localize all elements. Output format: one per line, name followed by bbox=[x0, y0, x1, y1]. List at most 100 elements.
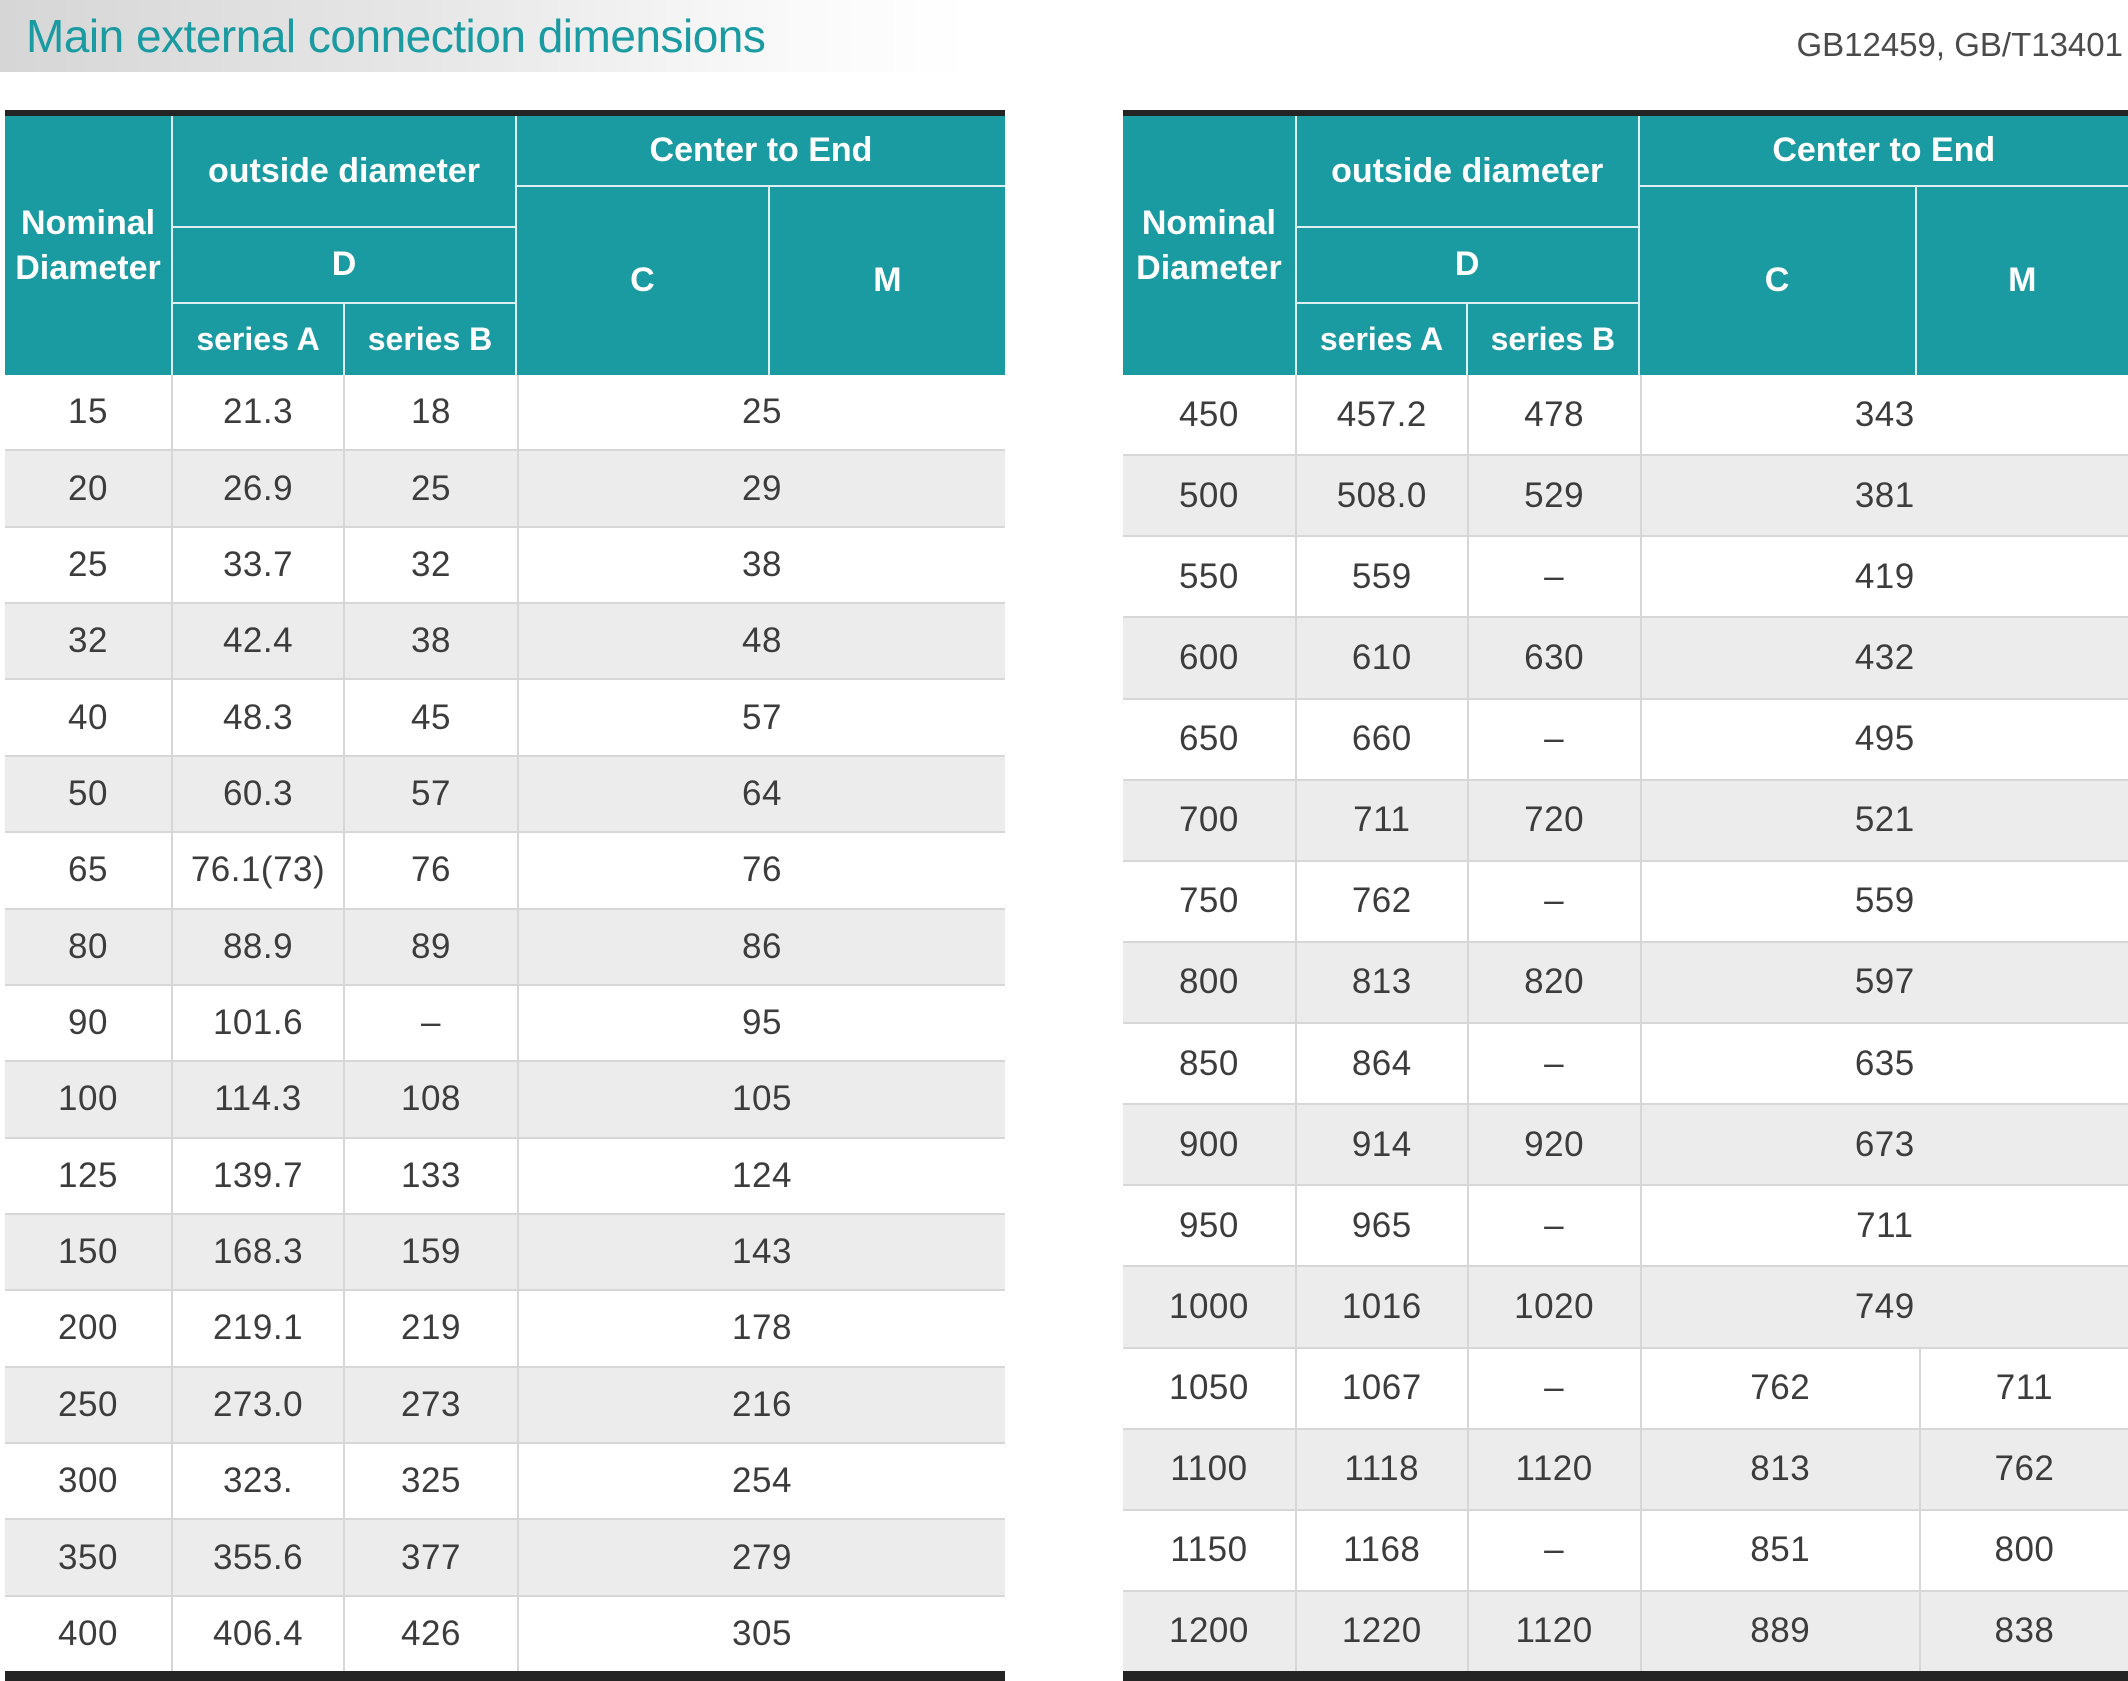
cell-nominal-diameter: 1200 bbox=[1168, 1611, 1249, 1651]
dimensions-table-left: Nominal Diameter outside diameter D seri… bbox=[5, 110, 1005, 1681]
cell-center-to-end: 95 bbox=[517, 985, 1005, 1061]
cell-nominal-diameter: 40 bbox=[68, 697, 108, 737]
table-row: 950 965–711 bbox=[1123, 1184, 2128, 1266]
cell-series-a: 323. bbox=[171, 1444, 343, 1519]
header-series-row: series A series B bbox=[173, 303, 515, 375]
cell-center-to-end: 86 bbox=[517, 909, 1005, 984]
header-m: M bbox=[873, 261, 902, 300]
cell-series-a: 1168 bbox=[1294, 1510, 1467, 1590]
table-row: 125 139.7 133 124 bbox=[5, 1136, 1005, 1213]
cell-center-to-end: 105 bbox=[517, 1062, 1005, 1137]
cell-center-to-end: 432 bbox=[1639, 618, 2128, 698]
cell-series-b: 630 bbox=[1466, 618, 1640, 698]
cell-series-a: 88.9 bbox=[171, 909, 343, 984]
header-series-a: series A bbox=[1297, 303, 1469, 375]
cell-series-b: 325 bbox=[343, 1444, 517, 1519]
cell-series-b: 38 bbox=[343, 604, 517, 679]
dimensions-table-right: Nominal Diameter outside diameter D seri… bbox=[1123, 110, 2128, 1681]
cell-series-b: 159 bbox=[343, 1214, 517, 1290]
cell-series-b: 426 bbox=[343, 1596, 517, 1672]
table-row: 65 76.1(73) 76 76 bbox=[5, 831, 1005, 908]
table-row: 50 60.3 57 64 bbox=[5, 754, 1005, 832]
table-header: Nominal Diameter outside diameter D seri… bbox=[5, 116, 1005, 375]
cell-nominal-diameter: 550 bbox=[1178, 556, 1239, 596]
cell-series-b: 478 bbox=[1466, 375, 1640, 455]
cell-series-b: 529 bbox=[1466, 456, 1640, 536]
cell-nominal-diameter: 750 bbox=[1178, 881, 1239, 921]
table-row: 650 660–495 bbox=[1123, 697, 2128, 779]
cell-series-b: – bbox=[1466, 861, 1640, 941]
table-row: 150 168.3 159 143 bbox=[5, 1212, 1005, 1290]
header-series-row: series A series B bbox=[1297, 303, 1638, 375]
table-body: 15 21.3 18 25 20 26.9 25 29 25 33.7 32 38 32 42.4 38 48… bbox=[5, 375, 1005, 1672]
table-row: 450 457.2 478 343 bbox=[1123, 375, 2128, 455]
table-row: 40 48.3 45 57 bbox=[5, 678, 1005, 755]
header-c: C bbox=[1640, 186, 1917, 375]
cell-center-to-end-m: 711 bbox=[1918, 1348, 2128, 1428]
cell-center-to-end-m: 762 bbox=[1918, 1429, 2128, 1509]
table-row: 80 88.9 89 86 bbox=[5, 907, 1005, 984]
table-row: 1200 1220 1120 889 838 bbox=[1123, 1589, 2128, 1671]
cell-center-to-end-c: 762 bbox=[1639, 1348, 1919, 1428]
cell-nominal-diameter: 700 bbox=[1178, 800, 1239, 840]
cell-series-b: 273 bbox=[343, 1367, 517, 1443]
cell-series-a: 559 bbox=[1294, 537, 1467, 617]
cell-series-a: 26.9 bbox=[171, 451, 343, 526]
cell-series-b: 32 bbox=[343, 527, 517, 603]
cell-nominal-diameter: 800 bbox=[1178, 962, 1239, 1002]
table-header: Nominal Diameter outside diameter D seri… bbox=[1123, 116, 2128, 375]
cell-series-a: 1067 bbox=[1294, 1348, 1467, 1428]
cell-nominal-diameter: 65 bbox=[68, 850, 108, 890]
table-row: 400 406.4 426 305 bbox=[5, 1594, 1005, 1672]
cell-center-to-end: 254 bbox=[517, 1444, 1005, 1519]
cell-series-b: 25 bbox=[343, 451, 517, 526]
cell-center-to-end-m: 800 bbox=[1918, 1510, 2128, 1590]
cell-series-b: 76 bbox=[343, 833, 517, 908]
table-bottom-border bbox=[5, 1671, 1005, 1681]
cell-series-a: 48.3 bbox=[171, 680, 343, 755]
cell-center-to-end: 711 bbox=[1639, 1186, 2128, 1266]
table-row: 900 914 920 673 bbox=[1123, 1103, 2128, 1185]
cell-center-to-end: 143 bbox=[517, 1214, 1005, 1290]
header-series-b: series B bbox=[1490, 320, 1616, 357]
cell-series-a: 965 bbox=[1294, 1186, 1467, 1266]
table-row: 600 610 630 432 bbox=[1123, 616, 2128, 698]
header-nominal-diameter: Nominal Diameter bbox=[5, 116, 173, 375]
cell-series-a: 114.3 bbox=[171, 1062, 343, 1137]
cell-nominal-diameter: 200 bbox=[58, 1308, 118, 1348]
cell-series-a: 406.4 bbox=[171, 1596, 343, 1672]
header-outside-diameter-group: outside diameter D series A series B bbox=[1296, 116, 1640, 375]
cell-series-b: 45 bbox=[343, 680, 517, 755]
cell-series-a: 219.1 bbox=[171, 1291, 343, 1366]
table-row: 700 711 720 521 bbox=[1123, 778, 2128, 860]
cell-series-b: – bbox=[1466, 537, 1640, 617]
cell-series-a: 33.7 bbox=[171, 527, 343, 603]
header-outside-diameter: outside diameter bbox=[173, 116, 515, 229]
page-title: Main external connection dimensions bbox=[26, 10, 766, 62]
cell-series-b: 133 bbox=[343, 1138, 517, 1213]
table-row: 800 813 820 597 bbox=[1123, 940, 2128, 1022]
cell-series-a: 42.4 bbox=[171, 604, 343, 679]
cell-series-a: 914 bbox=[1294, 1105, 1467, 1185]
table-body: 450 457.2 478 343 500 508.0 529 381 550 559–419 60… bbox=[1123, 375, 2128, 1671]
cell-series-a: 1220 bbox=[1294, 1591, 1467, 1671]
cell-nominal-diameter: 950 bbox=[1178, 1205, 1239, 1245]
cell-center-to-end: 76 bbox=[517, 833, 1005, 908]
cell-series-b: – bbox=[343, 985, 517, 1061]
cell-nominal-diameter: 20 bbox=[68, 468, 108, 508]
cell-center-to-end-c: 851 bbox=[1639, 1510, 1919, 1590]
cell-center-to-end: 635 bbox=[1639, 1024, 2128, 1104]
table-row: 350 355.6 377 279 bbox=[5, 1518, 1005, 1595]
table-row: 1000 1016 1020 749 bbox=[1123, 1265, 2128, 1347]
header-c: C bbox=[517, 186, 770, 375]
table-row: 750 762–559 bbox=[1123, 859, 2128, 941]
cell-center-to-end: 124 bbox=[517, 1138, 1005, 1213]
cell-series-a: 610 bbox=[1294, 618, 1467, 698]
cell-series-b: – bbox=[1466, 1024, 1640, 1104]
header-series-b: series B bbox=[367, 320, 493, 357]
cell-nominal-diameter: 300 bbox=[58, 1461, 118, 1501]
cell-series-a: 1118 bbox=[1294, 1429, 1467, 1509]
table-row: 32 42.4 38 48 bbox=[5, 602, 1005, 679]
header-series-a: series A bbox=[173, 303, 345, 375]
